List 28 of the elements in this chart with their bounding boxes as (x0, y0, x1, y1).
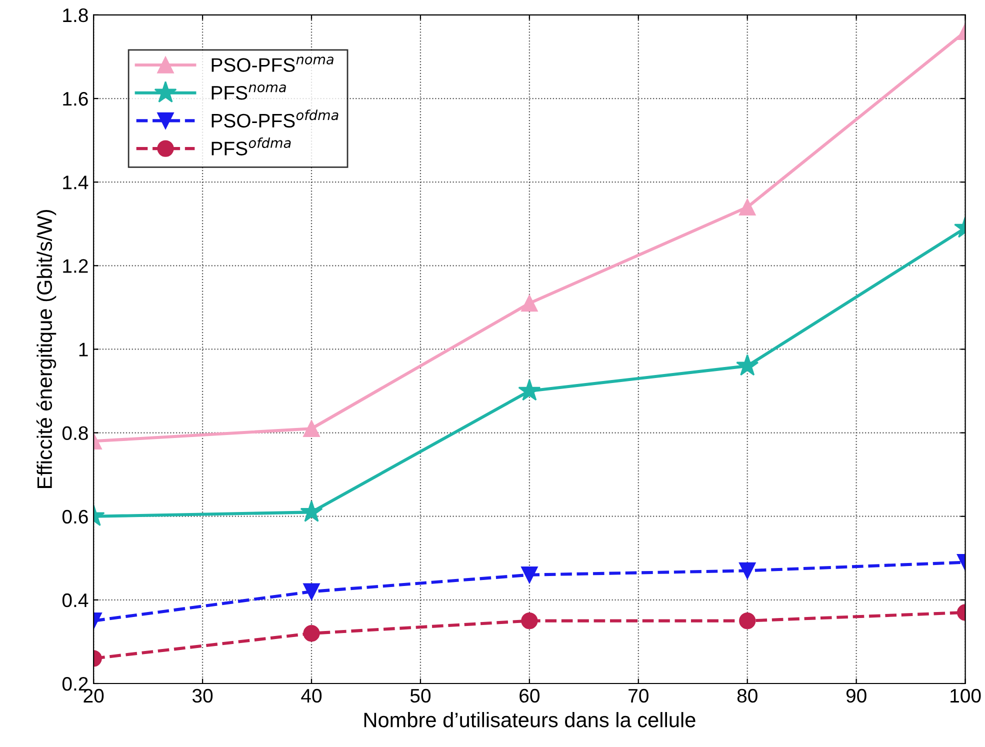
y-tick-label: 0.8 (62, 426, 88, 440)
x-tick-label: 40 (301, 688, 322, 703)
y-axis-title: Efficcité énergitique (Gbit/s/W) (36, 210, 56, 488)
point (521, 294, 538, 312)
x-axis-title: Nombre d’utilisateurs dans la cellule (364, 712, 696, 728)
y-tick-label: 1.8 (63, 8, 88, 22)
y-tick-label: 1.2 (63, 259, 88, 273)
legend-label: PSO-PFS$^{noma}$ (212, 56, 334, 72)
y-tick-label: 1.6 (63, 92, 88, 106)
x-tick-label: 70 (628, 688, 648, 703)
legend-label: PFS$^{noma}$ (212, 84, 286, 100)
x-tick-label: 50 (410, 688, 431, 703)
y-tick-label: 1 (79, 342, 88, 356)
y-tick-label: 0.6 (62, 510, 88, 524)
legend-label: PSO-PFS$^{ofdma}$ (212, 110, 338, 128)
x-tick-label: 90 (846, 688, 866, 703)
y-tick-label: 0.4 (62, 593, 88, 608)
y-tick-label: 1.4 (63, 176, 88, 190)
point (521, 566, 538, 584)
x-tick-label: 60 (520, 688, 540, 703)
point (518, 379, 541, 401)
y-tick-label: 0.2 (62, 676, 88, 691)
x-tick-label: 100 (950, 688, 981, 703)
legend-label: PFS$^{ofdma}$ (212, 137, 291, 156)
x-tick-label: 20 (84, 688, 104, 703)
point (521, 612, 538, 630)
x-tick-label: 30 (192, 688, 213, 703)
x-tick-label: 80 (737, 688, 758, 703)
